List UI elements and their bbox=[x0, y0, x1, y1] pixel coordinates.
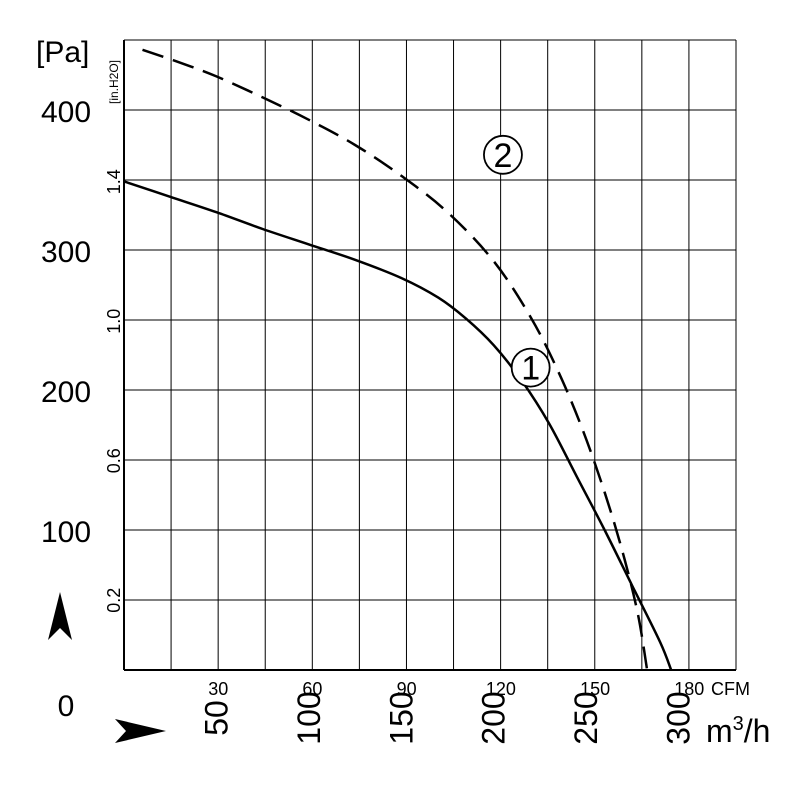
y-axis-label-pa: [Pa] bbox=[36, 36, 89, 69]
y-tick-label-pa: 100 bbox=[41, 516, 91, 549]
y-tick-label-inh2o: 0.2 bbox=[104, 588, 124, 613]
y-axis-label-inh2o: [in.H2O] bbox=[107, 60, 121, 104]
curve-label-circle bbox=[483, 134, 523, 175]
chart-grid bbox=[123, 39, 737, 671]
x-tick-label-m3h: 250 bbox=[568, 691, 604, 744]
curve-label-text: 2 bbox=[493, 137, 512, 175]
curve-label-1: 1 bbox=[510, 347, 551, 388]
x-tick-label-cfm: 60 bbox=[302, 679, 322, 699]
x-tick-label-cfm: 30 bbox=[208, 679, 228, 699]
x-tick-label-m3h: 50 bbox=[198, 700, 234, 736]
curve-label-text: 1 bbox=[521, 350, 540, 388]
x-axis-label-cfm: CFM bbox=[711, 679, 750, 699]
curve-2 bbox=[142, 48, 649, 671]
chart-curves bbox=[123, 48, 673, 671]
curve-1 bbox=[123, 180, 673, 671]
curve-label-2: 2 bbox=[483, 134, 523, 175]
up-arrow-icon bbox=[48, 592, 72, 640]
y-tick-label-pa: 0 bbox=[58, 690, 75, 723]
y-tick-label-pa: 300 bbox=[41, 236, 91, 269]
y-tick-label-pa: 200 bbox=[41, 376, 91, 409]
x-tick-label-m3h: 200 bbox=[476, 691, 512, 744]
x-tick-label-cfm: 150 bbox=[580, 679, 610, 699]
right-arrow-icon bbox=[115, 719, 166, 743]
x-tick-label-m3h: 150 bbox=[383, 691, 419, 744]
y-tick-label-pa: 400 bbox=[41, 96, 91, 129]
x-tick-label-m3h: 100 bbox=[291, 691, 327, 744]
x-tick-label-cfm: 120 bbox=[486, 679, 516, 699]
x-axis-label-m3h: m3/h bbox=[706, 713, 770, 749]
curve-label-circle bbox=[510, 347, 551, 388]
x-tick-label-cfm: 180 bbox=[674, 679, 704, 699]
y-tick-label-inh2o: 0.6 bbox=[104, 448, 124, 473]
y-tick-label-inh2o: 1.4 bbox=[104, 169, 124, 194]
axis-arrows bbox=[48, 592, 166, 743]
y-tick-label-inh2o: 1.0 bbox=[104, 309, 124, 334]
x-tick-label-m3h: 300 bbox=[661, 691, 697, 744]
chart-labels: [Pa] [in.H2O] CFM m3/h 0 100 200 300 400 0.2 0… bbox=[36, 36, 770, 749]
x-tick-label-cfm: 90 bbox=[397, 679, 417, 699]
